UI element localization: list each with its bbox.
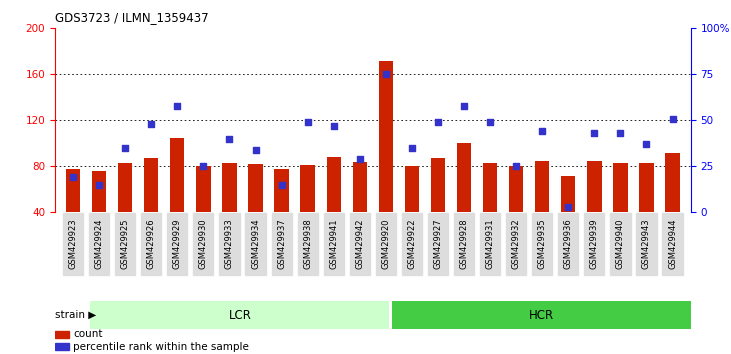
Bar xyxy=(613,163,628,212)
Bar xyxy=(274,169,289,212)
Bar xyxy=(665,153,680,212)
Bar xyxy=(587,161,602,212)
Point xyxy=(484,119,496,125)
Point xyxy=(328,123,340,129)
Point xyxy=(94,182,105,188)
Bar xyxy=(561,176,575,212)
Point xyxy=(224,136,235,142)
Point xyxy=(458,103,470,108)
Point xyxy=(432,119,444,125)
Bar xyxy=(483,163,497,212)
Point xyxy=(562,204,574,210)
Point xyxy=(406,145,417,151)
Point xyxy=(640,142,652,147)
Bar xyxy=(90,301,389,329)
Bar xyxy=(144,158,159,212)
Point xyxy=(119,145,131,151)
Text: strain ▶: strain ▶ xyxy=(55,310,96,320)
Text: count: count xyxy=(73,329,102,339)
Point xyxy=(302,119,314,125)
Point xyxy=(276,182,287,188)
Bar xyxy=(222,163,237,212)
Bar xyxy=(327,157,341,212)
Bar xyxy=(457,143,471,212)
Bar xyxy=(92,171,106,212)
Text: GDS3723 / ILMN_1359437: GDS3723 / ILMN_1359437 xyxy=(55,11,208,24)
Bar xyxy=(118,163,132,212)
Point xyxy=(615,130,626,136)
Bar xyxy=(55,343,69,350)
Point xyxy=(145,121,157,127)
Point xyxy=(510,164,522,169)
Bar xyxy=(509,166,523,212)
Point xyxy=(380,72,392,77)
Bar xyxy=(196,166,211,212)
Bar xyxy=(431,158,445,212)
Bar xyxy=(392,301,691,329)
Point xyxy=(67,175,79,180)
Bar xyxy=(249,164,262,212)
Bar xyxy=(405,166,419,212)
Text: HCR: HCR xyxy=(529,309,554,321)
Point xyxy=(250,147,262,153)
Point xyxy=(537,129,548,134)
Bar xyxy=(66,169,80,212)
Bar xyxy=(55,331,69,338)
Text: percentile rank within the sample: percentile rank within the sample xyxy=(73,342,249,352)
Point xyxy=(197,164,209,169)
Point xyxy=(588,130,600,136)
Bar xyxy=(535,161,550,212)
Bar xyxy=(352,162,367,212)
Bar xyxy=(170,138,184,212)
Point xyxy=(172,103,183,108)
Bar xyxy=(640,163,654,212)
Bar xyxy=(379,61,393,212)
Point xyxy=(667,116,678,121)
Point xyxy=(354,156,366,162)
Text: LCR: LCR xyxy=(229,309,251,321)
Bar xyxy=(300,165,315,212)
